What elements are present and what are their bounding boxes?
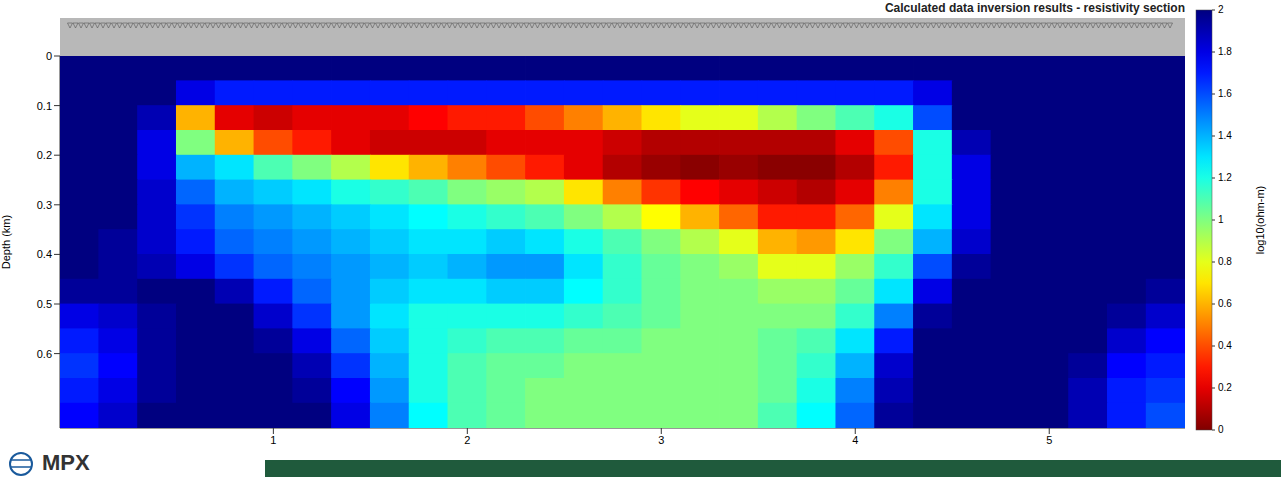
svg-text:4: 4 bbox=[852, 434, 858, 446]
svg-text:0.5: 0.5 bbox=[37, 298, 52, 310]
svg-text:0.6: 0.6 bbox=[1218, 298, 1232, 309]
svg-text:2: 2 bbox=[464, 434, 470, 446]
svg-text:5: 5 bbox=[1046, 434, 1052, 446]
svg-text:0.8: 0.8 bbox=[1218, 256, 1232, 267]
svg-text:0.4: 0.4 bbox=[1218, 340, 1232, 351]
svg-text:0.2: 0.2 bbox=[37, 149, 52, 161]
svg-text:0: 0 bbox=[46, 50, 52, 62]
svg-text:1.6: 1.6 bbox=[1218, 88, 1232, 99]
svg-text:1.8: 1.8 bbox=[1218, 46, 1232, 57]
html-text:Calculated data inversion resu: Calculated data inversion results - resi… bbox=[884, 1, 1185, 15]
html-text:MPX: MPX bbox=[42, 450, 90, 475]
svg-text:0.4: 0.4 bbox=[37, 248, 52, 260]
svg-text:0.6: 0.6 bbox=[37, 348, 52, 360]
svg-text:log10(ohm-m): log10(ohm-m) bbox=[1254, 186, 1266, 254]
svg-text:0.2: 0.2 bbox=[1218, 382, 1232, 393]
svg-text:Depth (km): Depth (km) bbox=[0, 215, 12, 269]
svg-text:1: 1 bbox=[1218, 214, 1224, 225]
svg-text:1: 1 bbox=[270, 434, 276, 446]
svg-text:1.4: 1.4 bbox=[1218, 130, 1232, 141]
svg-text:0.1: 0.1 bbox=[37, 100, 52, 112]
svg-text:2: 2 bbox=[1218, 4, 1224, 15]
svg-text:0.3: 0.3 bbox=[37, 199, 52, 211]
svg-text:3: 3 bbox=[658, 434, 664, 446]
svg-text:0: 0 bbox=[1218, 424, 1224, 435]
svg-text:1.2: 1.2 bbox=[1218, 172, 1232, 183]
